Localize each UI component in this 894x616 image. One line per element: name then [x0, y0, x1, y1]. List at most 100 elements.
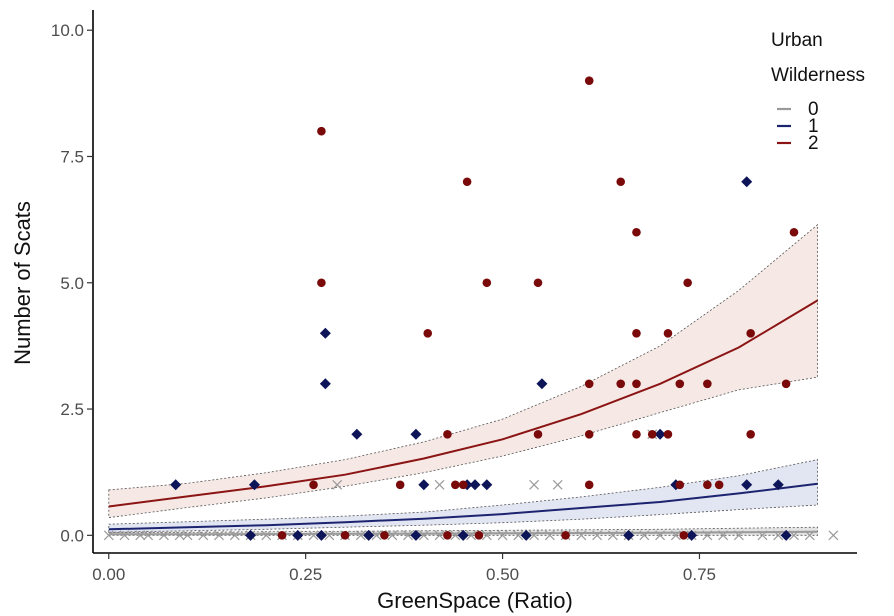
point-series-2	[683, 278, 692, 288]
point-series-0	[103, 530, 114, 541]
point-series-2	[462, 177, 472, 187]
legend-label-0: 0	[808, 99, 819, 120]
point-series-2	[789, 227, 799, 237]
legend-title-line-2: Wilderness	[771, 65, 865, 86]
point-series-0	[434, 530, 445, 541]
point-series-2	[277, 531, 287, 540]
point-series-2	[746, 429, 755, 439]
point-series-2	[451, 480, 460, 490]
confidence-band-2	[108, 223, 818, 519]
point-series-0	[198, 530, 209, 541]
point-series-2	[584, 76, 594, 86]
point-series-2	[317, 278, 326, 288]
point-series-2	[632, 429, 641, 439]
y-axis-ticks: 0.0 2.5 5.0 7.5 10.0	[51, 21, 93, 545]
x-tick-label: 0.50	[486, 565, 519, 584]
point-series-0	[718, 530, 729, 541]
point-series-0	[371, 530, 382, 541]
point-series-1	[245, 529, 257, 541]
point-series-0	[261, 530, 272, 541]
legend: Urban Wilderness 012	[771, 30, 865, 154]
point-series-0	[434, 479, 445, 490]
point-series-0	[773, 530, 784, 541]
point-series-1	[418, 479, 430, 491]
point-series-0	[332, 479, 343, 490]
point-series-1	[536, 378, 548, 390]
point-series-2	[679, 531, 689, 540]
point-series-2	[632, 379, 641, 389]
confidence-band-1	[108, 459, 818, 533]
point-series-2	[533, 278, 543, 288]
point-series-2	[663, 429, 673, 439]
point-series-0	[670, 530, 681, 541]
point-series-0	[158, 530, 169, 541]
data-points	[103, 76, 839, 541]
point-series-2	[632, 328, 641, 338]
point-series-1	[469, 479, 481, 491]
point-series-1	[654, 428, 666, 440]
point-series-2	[616, 379, 626, 389]
point-series-2	[395, 480, 405, 490]
point-series-1	[457, 529, 469, 541]
point-series-0	[607, 530, 618, 541]
point-series-2	[458, 480, 468, 490]
x-tick-label: 0.00	[92, 565, 125, 584]
point-series-2	[584, 480, 594, 490]
fit-line-1	[108, 482, 818, 531]
point-series-0	[143, 530, 154, 541]
point-series-2	[482, 278, 492, 288]
point-series-0	[481, 530, 492, 541]
point-series-2	[746, 328, 755, 338]
point-series-0	[387, 530, 398, 541]
point-series-2	[632, 227, 641, 237]
point-series-1	[772, 479, 784, 491]
point-series-1	[623, 529, 635, 541]
point-series-1	[315, 529, 327, 541]
point-series-1	[319, 378, 331, 390]
point-series-2	[616, 177, 626, 187]
point-series-2	[423, 328, 433, 338]
x-tick-label: 0.25	[289, 565, 322, 584]
point-series-1	[780, 529, 792, 541]
point-series-0	[804, 530, 815, 541]
legend-label-1: 1	[808, 116, 819, 137]
y-tick-label: 7.5	[60, 147, 84, 166]
point-series-2	[533, 429, 543, 439]
point-series-0	[639, 530, 650, 541]
point-series-0	[552, 479, 563, 490]
point-series-1	[248, 479, 260, 491]
point-series-0	[789, 530, 799, 541]
point-series-0	[497, 530, 508, 541]
point-series-2	[781, 379, 791, 389]
point-series-0	[119, 530, 130, 541]
point-series-1	[520, 529, 532, 541]
point-series-0	[214, 530, 224, 541]
point-series-0	[757, 530, 768, 541]
point-series-2	[309, 480, 318, 490]
point-series-1	[741, 479, 753, 491]
point-series-2	[663, 328, 673, 338]
point-series-0	[529, 530, 539, 541]
point-series-2	[317, 126, 326, 136]
point-series-1	[481, 479, 493, 491]
x-tick-label: 0.75	[683, 565, 716, 584]
point-series-2	[561, 531, 570, 540]
point-series-2	[647, 429, 657, 439]
y-tick-label: 10.0	[51, 21, 84, 40]
point-series-2	[340, 531, 350, 540]
y-tick-label: 0.0	[60, 526, 84, 545]
point-series-2	[584, 379, 594, 389]
point-series-0	[229, 530, 240, 541]
point-series-2	[675, 379, 685, 389]
point-series-1	[410, 428, 422, 440]
y-tick-label: 5.0	[60, 274, 84, 293]
point-series-0	[702, 530, 713, 541]
point-series-0	[529, 479, 539, 490]
fit-line-2	[108, 299, 819, 508]
point-series-2	[443, 531, 452, 540]
legend-title-line-1: Urban	[771, 30, 823, 51]
point-series-0	[308, 530, 319, 541]
point-series-0	[655, 530, 666, 541]
point-series-0	[355, 530, 366, 541]
